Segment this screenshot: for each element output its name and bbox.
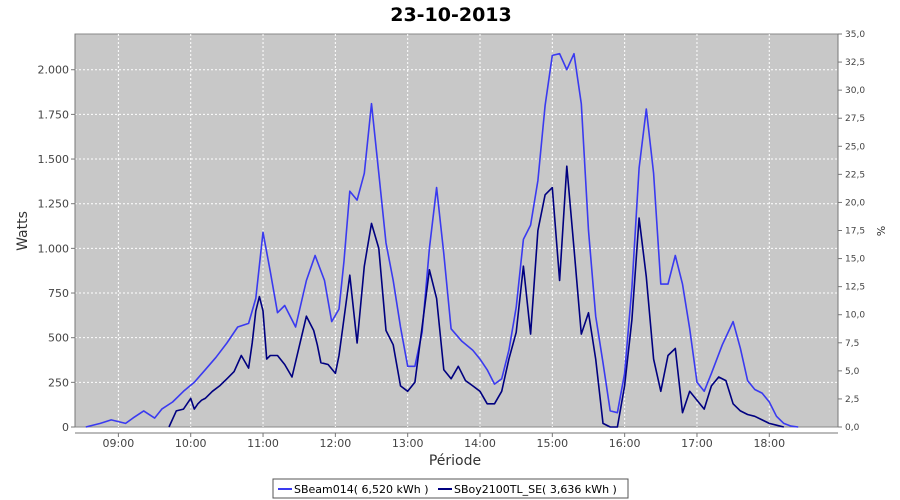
- y2-tick-label: 5,0: [845, 367, 860, 377]
- grid-lines: [75, 34, 838, 427]
- x-tick-label: 09:00: [103, 437, 135, 450]
- y2-tick-label: 7,5: [845, 339, 859, 349]
- y2-tick-label: 30,0: [845, 86, 865, 96]
- plot-area: [74, 33, 839, 428]
- y-tick-label: 250: [48, 376, 69, 389]
- y-tick-label: 500: [48, 332, 69, 345]
- y-tick-label: 1.750: [38, 108, 70, 121]
- y2-tick-label: 32,5: [845, 58, 865, 68]
- y-tick-label: 1.000: [38, 242, 70, 255]
- series-line-0: [85, 52, 799, 428]
- y-axis-label: Watts: [15, 211, 31, 251]
- y2-tick-label: 35,0: [845, 30, 865, 40]
- x-axis-label: Période: [429, 453, 481, 469]
- y-tick-label: 1.250: [38, 198, 70, 211]
- y2-tick-label: 27,5: [845, 114, 865, 124]
- y2-axis: 0,0 2,5 5,0 7,5 10,0 12,5 15,0 17,5 20,0 22,5 25,0…: [837, 30, 865, 433]
- x-tick-label: 16:00: [609, 437, 641, 450]
- x-tick-label: 18:00: [753, 437, 785, 450]
- y2-tick-label: 22,5: [845, 170, 865, 180]
- y2-tick-label: 15,0: [845, 255, 865, 265]
- x-tick-label: 10:00: [175, 437, 207, 450]
- y2-tick-label: 0,0: [845, 423, 860, 433]
- series-line-1: [168, 165, 784, 428]
- y-tick-label: 0: [62, 421, 69, 434]
- y-axis: 0 250 500 750 1.000 1.250 1.500 1.750 2.000: [38, 34, 76, 434]
- x-tick-label: 15:00: [536, 437, 568, 450]
- legend-label-0: SBeam014( 6,520 kWh ): [294, 483, 429, 496]
- legend: SBeam014( 6,520 kWh ) SBoy2100TL_SE( 3,6…: [272, 478, 629, 499]
- y2-tick-label: 12,5: [845, 283, 865, 293]
- x-tick-label: 11:00: [247, 437, 279, 450]
- y2-tick-label: 2,5: [845, 395, 859, 405]
- legend-label-1: SBoy2100TL_SE( 3,636 kWh ): [454, 483, 617, 496]
- series-lines: [85, 52, 799, 428]
- y2-tick-label: 17,5: [845, 227, 865, 237]
- x-tick-label: 13:00: [392, 437, 424, 450]
- x-tick-label: 12:00: [320, 437, 352, 450]
- chart-title: 23-10-2013: [390, 4, 512, 26]
- y2-tick-label: 20,0: [845, 198, 865, 208]
- y-tick-label: 1.500: [38, 153, 70, 166]
- x-axis: 09:00 10:00 11:00 12:00 13:00 14:00 15:00 16:00…: [75, 432, 838, 450]
- y2-axis-label: %: [874, 226, 887, 236]
- y-tick-label: 2.000: [38, 64, 70, 77]
- y2-tick-label: 10,0: [845, 311, 865, 321]
- y-tick-label: 750: [48, 287, 69, 300]
- y2-tick-label: 25,0: [845, 142, 865, 152]
- x-tick-label: 14:00: [464, 437, 496, 450]
- x-tick-label: 17:00: [681, 437, 713, 450]
